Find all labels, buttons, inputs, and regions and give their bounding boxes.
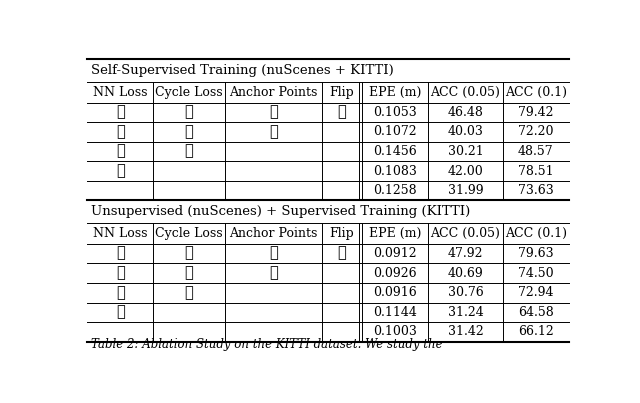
Text: 0.0926: 0.0926 (373, 267, 417, 280)
Text: 0.0916: 0.0916 (373, 286, 417, 299)
Text: ACC (0.1): ACC (0.1) (505, 85, 567, 99)
Text: ✓: ✓ (184, 145, 193, 158)
Text: ✓: ✓ (116, 305, 125, 319)
Text: ✓: ✓ (116, 106, 125, 119)
Text: ✓: ✓ (338, 247, 346, 261)
Text: 48.57: 48.57 (518, 145, 554, 158)
Text: ✓: ✓ (184, 286, 193, 300)
Text: ✓: ✓ (184, 247, 193, 261)
Text: ✓: ✓ (116, 247, 125, 261)
Text: Table 2: Ablation Study on the KITTI dataset. We study the: Table 2: Ablation Study on the KITTI dat… (92, 338, 443, 351)
Text: ✓: ✓ (184, 266, 193, 280)
Text: 79.63: 79.63 (518, 247, 554, 260)
Text: 47.92: 47.92 (448, 247, 483, 260)
Text: Anchor Points: Anchor Points (229, 85, 317, 99)
Text: 73.63: 73.63 (518, 184, 554, 197)
Text: 0.1072: 0.1072 (373, 125, 417, 139)
Text: 74.50: 74.50 (518, 267, 554, 280)
Text: Anchor Points: Anchor Points (229, 227, 317, 240)
Text: 0.1456: 0.1456 (373, 145, 417, 158)
Text: 42.00: 42.00 (447, 164, 483, 178)
Text: ✓: ✓ (184, 125, 193, 139)
Text: 64.58: 64.58 (518, 306, 554, 319)
Text: 78.51: 78.51 (518, 164, 554, 178)
Text: ✓: ✓ (116, 266, 125, 280)
Text: ✓: ✓ (116, 286, 125, 300)
Text: NN Loss: NN Loss (93, 227, 147, 240)
Text: 0.1258: 0.1258 (373, 184, 417, 197)
Text: 46.48: 46.48 (447, 106, 483, 119)
Text: 31.42: 31.42 (447, 325, 483, 339)
Text: ✓: ✓ (116, 164, 125, 178)
Text: 30.76: 30.76 (447, 286, 483, 299)
Text: ✓: ✓ (269, 125, 278, 139)
Text: 66.12: 66.12 (518, 325, 554, 339)
Text: 0.0912: 0.0912 (373, 247, 417, 260)
Text: 31.99: 31.99 (447, 184, 483, 197)
Text: 0.1003: 0.1003 (373, 325, 417, 339)
Text: Cycle Loss: Cycle Loss (155, 227, 223, 240)
Text: 30.21: 30.21 (447, 145, 483, 158)
Text: 0.1053: 0.1053 (373, 106, 417, 119)
Text: 72.94: 72.94 (518, 286, 554, 299)
Text: ✓: ✓ (269, 247, 278, 261)
Text: 0.1083: 0.1083 (373, 164, 417, 178)
Text: 72.20: 72.20 (518, 125, 554, 139)
Text: Flip: Flip (330, 85, 355, 99)
Text: Flip: Flip (330, 227, 355, 240)
Text: ✓: ✓ (338, 106, 346, 119)
Text: 40.03: 40.03 (447, 125, 483, 139)
Text: ✓: ✓ (269, 266, 278, 280)
Text: 79.42: 79.42 (518, 106, 554, 119)
Text: NN Loss: NN Loss (93, 85, 147, 99)
Text: 31.24: 31.24 (447, 306, 483, 319)
Text: ✓: ✓ (184, 106, 193, 119)
Text: ACC (0.1): ACC (0.1) (505, 227, 567, 240)
Text: ✓: ✓ (116, 145, 125, 158)
Text: EPE (m): EPE (m) (369, 85, 421, 99)
Text: 40.69: 40.69 (447, 267, 483, 280)
Text: ✓: ✓ (116, 125, 125, 139)
Text: Cycle Loss: Cycle Loss (155, 85, 223, 99)
Text: Self-Supervised Training (nuScenes + KITTI): Self-Supervised Training (nuScenes + KIT… (92, 64, 394, 77)
Text: ACC (0.05): ACC (0.05) (431, 85, 500, 99)
Text: ✓: ✓ (269, 106, 278, 119)
Text: ACC (0.05): ACC (0.05) (431, 227, 500, 240)
Text: Unsupervised (nuScenes) + Supervised Training (KITTI): Unsupervised (nuScenes) + Supervised Tra… (92, 205, 470, 218)
Text: EPE (m): EPE (m) (369, 227, 421, 240)
Text: 0.1144: 0.1144 (373, 306, 417, 319)
